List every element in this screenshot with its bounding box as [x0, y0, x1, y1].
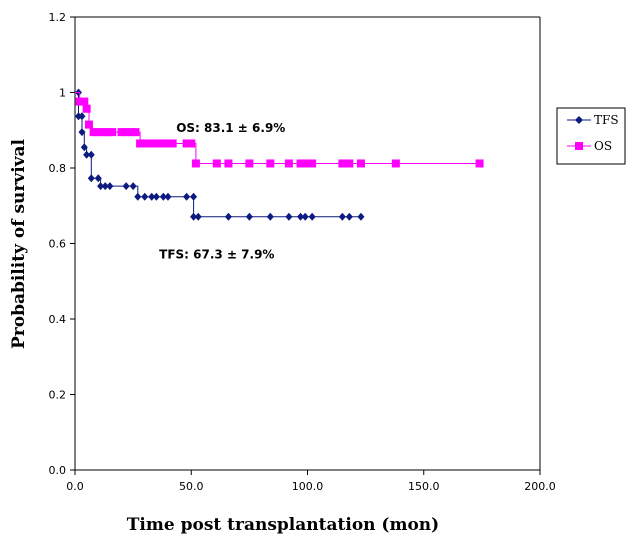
os-point: [191, 159, 200, 168]
legend-os-label: OS: [594, 139, 612, 153]
tfs-point: [78, 112, 86, 121]
os-point: [98, 128, 107, 137]
y-tick-label: 1: [59, 87, 66, 100]
tfs-point: [164, 192, 172, 201]
tfs-point: [83, 150, 91, 159]
tfs-point: [245, 212, 253, 221]
y-tick-label: 0.0: [49, 464, 67, 477]
y-tick-label: 0.6: [49, 238, 67, 251]
os-point: [154, 139, 163, 148]
os-series: [75, 92, 484, 168]
tfs-point: [183, 192, 191, 201]
x-tick-label: 150.0: [408, 480, 440, 493]
tfs-point: [338, 212, 346, 221]
series-layer: [74, 88, 484, 221]
os-point: [296, 159, 305, 168]
x-tick-label: 0.0: [66, 480, 84, 493]
os-point: [159, 139, 168, 148]
x-tick-label: 50.0: [179, 480, 204, 493]
os-point: [266, 159, 275, 168]
tfs-point: [297, 212, 305, 221]
os-point: [284, 159, 293, 168]
tfs-point: [224, 212, 232, 221]
y-tick-label: 0.2: [49, 389, 67, 402]
os-point: [131, 128, 140, 137]
y-axis-title: Probability of survival: [9, 138, 29, 349]
os-point: [117, 128, 126, 137]
tfs-annotation: TFS: 67.3 ± 7.9%: [159, 248, 274, 262]
tfs-point: [134, 192, 142, 201]
tfs-point: [80, 143, 88, 152]
x-tick-label: 100.0: [292, 480, 324, 493]
os-point: [475, 159, 484, 168]
os-point: [182, 139, 191, 148]
tfs-point: [87, 150, 95, 159]
tfs-point: [141, 192, 149, 201]
tfs-point: [129, 182, 137, 191]
os-point: [212, 159, 221, 168]
tfs-point: [266, 212, 274, 221]
tfs-point: [78, 128, 86, 137]
os-point: [89, 128, 98, 137]
tfs-point: [87, 174, 95, 183]
os-point: [122, 128, 131, 137]
y-tick-label: 0.4: [49, 313, 67, 326]
os-point: [164, 139, 172, 148]
legend: TFS OS: [556, 107, 626, 165]
tfs-point: [152, 192, 160, 201]
os-point: [187, 139, 196, 148]
legend-os-marker: [575, 142, 583, 150]
os-point: [308, 159, 317, 168]
tfs-point: [345, 212, 353, 221]
os-point: [108, 128, 117, 137]
os-point: [301, 159, 310, 168]
y-tick-label: 0.8: [49, 162, 67, 175]
y-tick-label: 1.2: [49, 11, 67, 24]
os-point: [136, 139, 145, 148]
tfs-point: [190, 212, 198, 221]
tfs-point: [301, 212, 309, 221]
os-point: [75, 97, 84, 106]
tfs-point: [190, 192, 198, 201]
x-tick-label: 200.0: [524, 480, 556, 493]
tfs-point: [148, 192, 156, 201]
legend-tfs-marker: [575, 116, 583, 124]
tfs-point: [101, 182, 109, 191]
os-point: [345, 159, 354, 168]
y-axis-ticks: 0.0 0.2 0.4 0.6 0.8 1 1.2: [49, 11, 75, 477]
os-annotation: OS: 83.1 ± 6.9%: [176, 121, 285, 135]
os-point: [84, 120, 93, 129]
plot-frame: [74, 16, 541, 471]
os-point: [224, 159, 233, 168]
tfs-point: [122, 182, 130, 191]
tfs-point: [194, 212, 202, 221]
os-point: [140, 139, 149, 148]
tfs-point: [94, 174, 102, 183]
os-point: [338, 159, 347, 168]
x-axis-title: Time post transplantation (mon): [127, 515, 439, 535]
tfs-point: [106, 182, 114, 191]
tfs-point: [308, 212, 316, 221]
os-point: [150, 139, 159, 148]
os-point: [168, 139, 177, 148]
tfs-series: [74, 88, 365, 221]
os-point: [126, 128, 135, 137]
tfs-point: [97, 182, 105, 191]
tfs-point: [357, 212, 365, 221]
os-point: [94, 128, 103, 137]
x-axis-ticks: 0.0 50.0 100.0 150.0 200.0: [66, 470, 556, 493]
legend-box: [556, 107, 626, 165]
legend-tfs-label: TFS: [594, 113, 619, 127]
tfs-line: [75, 92, 361, 218]
os-point: [82, 104, 91, 113]
os-point: [80, 97, 89, 106]
os-point: [245, 159, 254, 168]
os-point: [145, 139, 154, 148]
os-point: [391, 159, 400, 168]
os-point: [356, 159, 365, 168]
tfs-point: [159, 192, 167, 201]
os-point: [103, 128, 112, 137]
tfs-point: [285, 212, 293, 221]
